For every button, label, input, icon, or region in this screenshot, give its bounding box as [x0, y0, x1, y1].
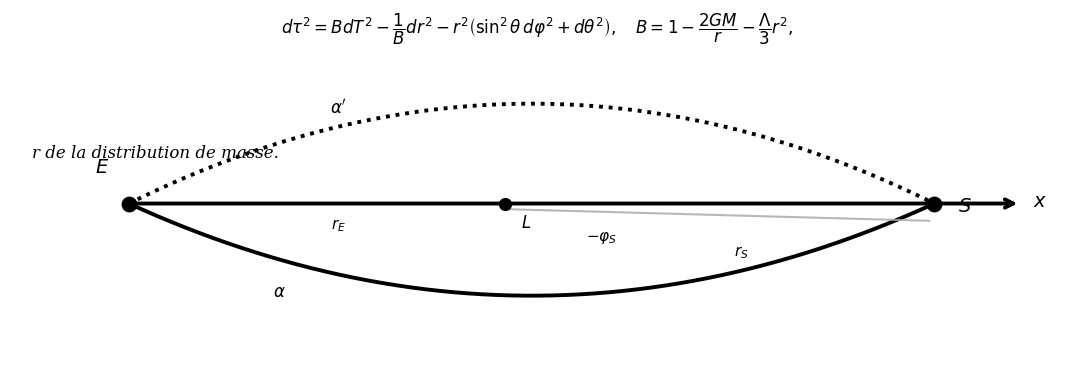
- Text: $r_E$: $r_E$: [331, 217, 346, 233]
- Text: $\alpha$: $\alpha$: [273, 284, 286, 301]
- Point: [926, 200, 943, 207]
- Text: $x$: $x$: [1033, 193, 1047, 210]
- Text: $S$: $S$: [958, 199, 972, 216]
- Text: $r_S$: $r_S$: [734, 244, 749, 260]
- Text: $d\tau^2 = BdT^2 - \dfrac{1}{B}dr^2 - r^2\left(\sin^2\theta\, d\varphi^2 + d\the: $d\tau^2 = BdT^2 - \dfrac{1}{B}dr^2 - r^…: [280, 12, 794, 47]
- Text: $\alpha'$: $\alpha'$: [330, 99, 347, 118]
- Text: $-\varphi_S$: $-\varphi_S$: [585, 230, 618, 247]
- Point: [496, 200, 513, 207]
- Point: [120, 200, 137, 207]
- Text: $L$: $L$: [521, 215, 532, 232]
- Text: r de la distribution de masse.: r de la distribution de masse.: [32, 145, 279, 162]
- Text: $E$: $E$: [95, 159, 110, 177]
